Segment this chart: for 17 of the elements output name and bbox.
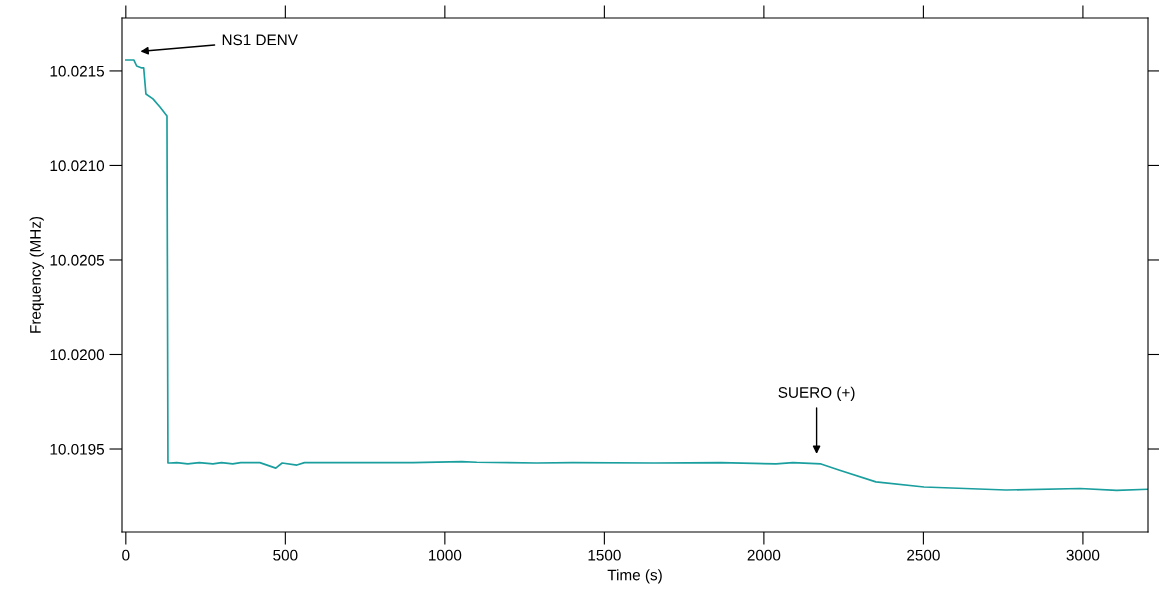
y-tick-label: 10.0200 [50,349,105,361]
x-tick-label: 2000 [747,549,781,561]
x-tick-label: 3000 [1066,549,1100,561]
annotation: NS1 DENV [222,34,298,46]
x-tick-label: 500 [273,549,298,561]
x-axis-title: Time (s) [607,569,662,584]
x-tick-label: 1500 [588,549,621,561]
y-axis-title: Frequency (MHz) [29,216,44,333]
y-tick-label: 10.0210 [50,160,105,172]
annotation: SUERO (+) [778,386,855,401]
line-series [124,59,1148,492]
y-tick-label: 10.0195 [50,443,104,455]
y-tick-label: 10.0205 [50,254,104,266]
x-tick-label: 0 [122,549,130,561]
y-tick-label: 10.0215 [50,65,104,77]
x-tick-label: 1000 [429,549,462,561]
x-tick-label: 2500 [907,549,940,561]
